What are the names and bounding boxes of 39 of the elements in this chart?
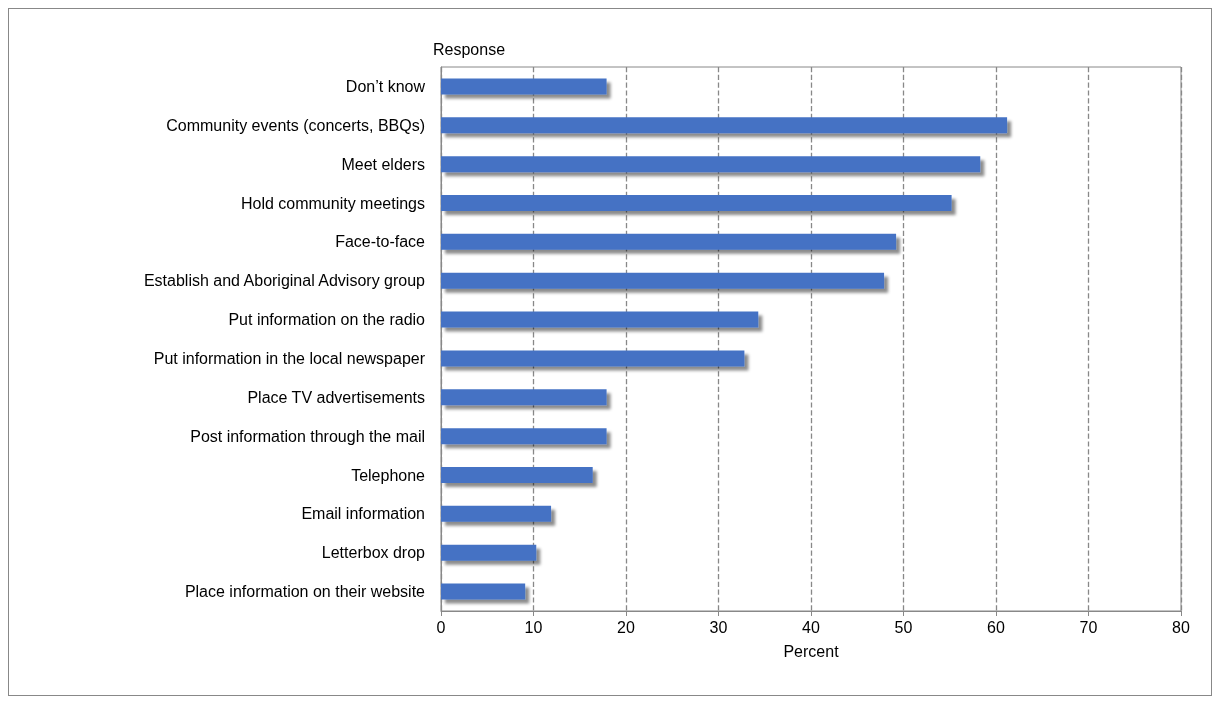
bar	[441, 583, 526, 600]
y-tick-label: Letterbox drop	[321, 544, 426, 562]
bar	[441, 272, 885, 289]
x-tick-label: 80	[1172, 618, 1190, 636]
y-tick-label: Hold community meetings	[240, 194, 425, 212]
bar	[441, 544, 537, 561]
x-tick-label: 10	[524, 618, 543, 636]
y-tick-label: Telephone	[351, 466, 426, 484]
x-tick-label: 0	[436, 618, 446, 636]
x-tick-label: 40	[802, 618, 820, 636]
x-tick-label: 70	[1079, 618, 1098, 636]
bar	[441, 233, 897, 250]
y-tick-label: Place TV advertisements	[247, 388, 425, 406]
bar	[441, 156, 981, 173]
x-tick-label: 30	[709, 618, 728, 636]
y-tick-label: Community events (concerts, BBQs)	[166, 116, 425, 134]
y-tick-label: Email information	[301, 505, 425, 523]
y-tick-label: Face-to-face	[335, 233, 426, 251]
bar	[441, 195, 952, 211]
y-tick-label: Put information on the radio	[228, 311, 426, 329]
y-tick-label: Post information through the mail	[190, 427, 425, 445]
bar	[441, 350, 745, 367]
y-tick-label: Place information on their website	[184, 583, 426, 601]
x-tick-label: 60	[987, 618, 1005, 636]
bar	[441, 311, 759, 328]
y-tick-label: Establish and Aboriginal Advisory group	[143, 272, 426, 290]
x-axis-title: Percent	[783, 642, 840, 660]
bar	[441, 505, 552, 522]
bar	[441, 117, 1008, 134]
bar	[441, 467, 593, 483]
x-tick-label: 20	[617, 618, 635, 636]
y-tick-label: Put information in the local newspaper	[153, 349, 426, 367]
x-tick-label: 50	[894, 618, 913, 636]
y-tick-label: Don’t know	[345, 77, 426, 95]
bar	[441, 428, 607, 445]
y-tick-label: Meet elders	[341, 155, 425, 173]
bar	[441, 389, 607, 406]
y-axis-title: Response	[433, 40, 506, 58]
bar	[441, 78, 607, 95]
